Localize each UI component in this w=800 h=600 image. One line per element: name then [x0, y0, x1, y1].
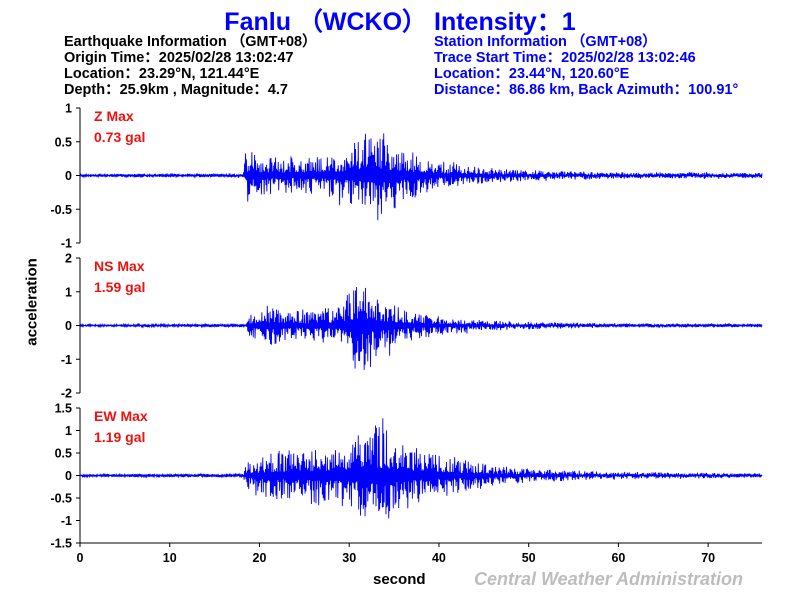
panel-z: 1 0.5 0 -0.5 -1 Z Max 0.73 gal — [50, 102, 763, 251]
y-tick-label: 1 — [65, 102, 72, 116]
x-tick-label: 30 — [342, 551, 356, 565]
y-tick-label: -1.5 — [50, 537, 72, 551]
y-tick-label: 0 — [65, 169, 72, 183]
y-tick-label: 0 — [65, 469, 72, 483]
x-tick-label: 0 — [77, 551, 84, 565]
x-tick-label: 70 — [701, 551, 715, 565]
trace-start-time: Trace Start Time：2025/02/28 13:02:46 — [434, 50, 696, 66]
agency-watermark: Central Weather Administration — [474, 569, 744, 589]
y-tick-label: 1 — [65, 424, 72, 438]
x-axis-label: second — [373, 571, 426, 588]
x-axis: 0 10 20 30 40 50 60 70 — [77, 542, 762, 565]
y-tick-label: -0.5 — [50, 203, 72, 217]
y-tick-label: -0.5 — [50, 492, 72, 506]
max-label: EW Max — [94, 408, 148, 424]
y-tick-label: -1 — [61, 353, 72, 367]
y-tick-label: -2 — [61, 387, 72, 401]
panel-ew: 1.5 1 0.5 0 -0.5 -1 -1.5 EW Max 1.19 gal — [50, 402, 763, 551]
x-tick-label: 50 — [522, 551, 536, 565]
earthquake-info-heading: Earthquake Information （GMT+08） — [64, 34, 317, 50]
y-tick-label: -1 — [61, 514, 72, 528]
page-title: Fanlu （WCKO） Intensity：1 — [224, 8, 576, 36]
origin-time: Origin Time：2025/02/28 13:02:47 — [64, 50, 294, 66]
y-tick-label: 0.5 — [55, 447, 72, 461]
station-location: Location：23.44°N, 120.60°E — [434, 66, 630, 82]
panel-ns: 2 1 0 -1 -2 NS Max 1.59 gal — [61, 252, 763, 401]
max-label: NS Max — [94, 258, 145, 274]
y-tick-label: 0.5 — [55, 135, 72, 149]
y-tick-label: 1.5 — [55, 402, 72, 416]
max-label: Z Max — [94, 108, 134, 124]
max-value: 0.73 gal — [94, 129, 145, 145]
x-tick-label: 40 — [432, 551, 446, 565]
x-tick-label: 10 — [163, 551, 177, 565]
x-tick-label: 60 — [611, 551, 625, 565]
max-value: 1.59 gal — [94, 279, 145, 295]
distance-azimuth: Distance：86.86 km, Back Azimuth：100.91° — [434, 82, 739, 98]
y-tick-label: 2 — [65, 252, 72, 266]
epicenter-location: Location：23.29°N, 121.44°E — [64, 66, 260, 82]
waveform-z — [79, 133, 763, 221]
y-tick-label: 0 — [65, 319, 72, 333]
y-tick-label: 1 — [65, 285, 72, 299]
depth-magnitude: Depth：25.9km , Magnitude：4.7 — [64, 82, 288, 98]
x-tick-label: 20 — [253, 551, 267, 565]
y-tick-label: -1 — [61, 237, 72, 251]
waveform-ns — [79, 286, 763, 370]
waveform-ew — [79, 418, 763, 519]
max-value: 1.19 gal — [94, 429, 145, 445]
station-info-heading: Station Information （GMT+08） — [434, 34, 657, 50]
